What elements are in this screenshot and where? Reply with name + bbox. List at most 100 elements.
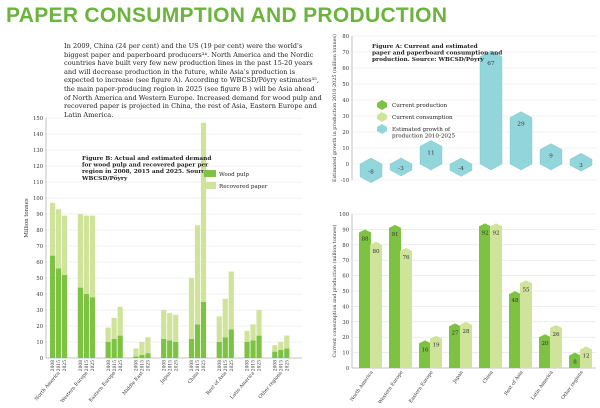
consumption-bar	[580, 346, 592, 368]
growth-bar	[419, 140, 443, 171]
y-tick-label: 90	[36, 212, 43, 218]
wood-pulp-bar	[173, 342, 179, 358]
wood-pulp-bar	[256, 335, 262, 358]
legend-swatch-recovered-paper	[204, 182, 216, 189]
consumption-bar	[430, 335, 442, 368]
wood-pulp-bar	[139, 354, 145, 358]
recovered-paper-bar	[145, 337, 151, 354]
year-tick-label: 2025	[285, 360, 290, 371]
recovered-paper-bar	[56, 209, 62, 269]
y-tick-label: 100	[33, 196, 43, 202]
legend-swatch	[377, 112, 387, 122]
year-tick-label: 2008	[218, 360, 223, 371]
legend-label: Current consumption	[392, 115, 453, 121]
wood-pulp-bar	[284, 348, 290, 358]
year-tick-label: 2025	[119, 360, 124, 371]
recovered-paper-bar	[133, 348, 139, 357]
wood-pulp-bar	[244, 342, 250, 358]
year-tick-label: 2025	[174, 360, 179, 371]
recovered-paper-bar	[272, 345, 278, 352]
intro-paragraph: In 2009, China (24 per cent) and the US …	[64, 42, 322, 119]
year-tick-label: 2008	[79, 360, 84, 371]
recovered-paper-bar	[167, 313, 173, 341]
y-tick-label: 80	[342, 243, 349, 249]
category-label: Rest of Asia	[503, 370, 525, 397]
year-tick-label: 2008	[246, 360, 251, 371]
production-bar	[419, 340, 431, 368]
growth-value-label: -3	[398, 166, 404, 172]
consumption-value-label: 12	[582, 354, 590, 360]
wood-pulp-bar	[222, 337, 228, 358]
growth-value-label: 3	[579, 163, 583, 169]
year-tick-label: 2015	[168, 360, 173, 371]
year-tick-label: 2015	[57, 360, 62, 371]
category-label: Western Europe	[377, 370, 404, 406]
y-tick-label: 100	[339, 212, 349, 218]
y-tick-label: 60	[342, 66, 349, 72]
recovered-paper-bar	[62, 215, 68, 275]
recovered-paper-bar	[50, 202, 56, 256]
year-tick-label: 2008	[107, 360, 112, 371]
growth-value-label: 29	[517, 122, 525, 128]
recovered-paper-bar	[200, 122, 207, 302]
production-value-label: 48	[511, 298, 519, 304]
production-bar	[479, 223, 491, 368]
growth-bar	[389, 157, 413, 177]
wood-pulp-bar	[83, 294, 89, 358]
growth-bar	[449, 157, 473, 177]
legend-swatch	[377, 124, 387, 134]
y-tick-label: 40	[342, 304, 349, 310]
y-tick-label: 30	[342, 320, 349, 326]
y-tick-label: 140	[33, 132, 43, 138]
current-y-axis-label: Current consumption and production (mill…	[331, 224, 338, 357]
wood-pulp-bar	[133, 356, 139, 358]
growth-value-label: 67	[487, 61, 495, 67]
consumption-value-label: 92	[492, 230, 500, 236]
y-tick-label: 90	[342, 227, 349, 233]
consumption-value-label: 55	[522, 287, 530, 293]
growth-value-label: -8	[368, 169, 374, 175]
production-value-label: 8	[573, 360, 577, 366]
figure-b-title: Figure B: Actual and estimated demand for…	[81, 156, 211, 182]
y-tick-label: 110	[33, 180, 43, 186]
y-tick-label: 40	[342, 98, 349, 104]
y-tick-label: 50	[342, 82, 349, 88]
consumption-bar	[550, 324, 562, 368]
production-value-label: 27	[451, 330, 459, 336]
wood-pulp-bar	[228, 329, 234, 358]
wood-pulp-bar	[62, 274, 68, 358]
recovered-paper-bar	[256, 310, 262, 336]
growth-y-axis-label: Estimated growth in production 2010-2025…	[331, 34, 338, 182]
growth-bar	[359, 157, 383, 184]
y-tick-label: 70	[36, 244, 43, 250]
category-label: North America	[349, 370, 375, 403]
y-tick-label: 50	[342, 289, 349, 295]
category-label: Eastern Europe	[408, 370, 435, 405]
year-tick-label: 2015	[85, 360, 90, 371]
year-tick-label: 2008	[162, 360, 167, 371]
y-tick-label: 10	[36, 340, 43, 346]
consumption-bar	[490, 223, 502, 368]
growth-bar	[509, 111, 533, 171]
production-bar	[539, 334, 551, 368]
recovered-paper-bar	[250, 324, 256, 341]
recovered-paper-bar	[244, 330, 250, 342]
y-tick-label: 70	[342, 258, 349, 264]
wood-pulp-bar	[161, 338, 167, 358]
wood-pulp-bar	[77, 287, 83, 358]
year-tick-label: 2025	[147, 360, 152, 371]
recovered-paper-bar	[111, 318, 117, 339]
recovered-paper-bar	[77, 214, 83, 288]
year-tick-label: 2025	[91, 360, 96, 371]
recovered-paper-bar	[228, 271, 234, 330]
y-tick-label: 30	[36, 308, 43, 314]
consumption-value-label: 76	[402, 255, 410, 261]
production-value-label: 92	[481, 230, 489, 236]
production-bar	[359, 229, 371, 368]
y-tick-label: 60	[342, 274, 349, 280]
y-tick-label: 150	[33, 116, 43, 122]
y-tick-label: 20	[342, 130, 349, 136]
y-tick-label: 70	[342, 50, 349, 56]
production-bar	[449, 323, 461, 368]
